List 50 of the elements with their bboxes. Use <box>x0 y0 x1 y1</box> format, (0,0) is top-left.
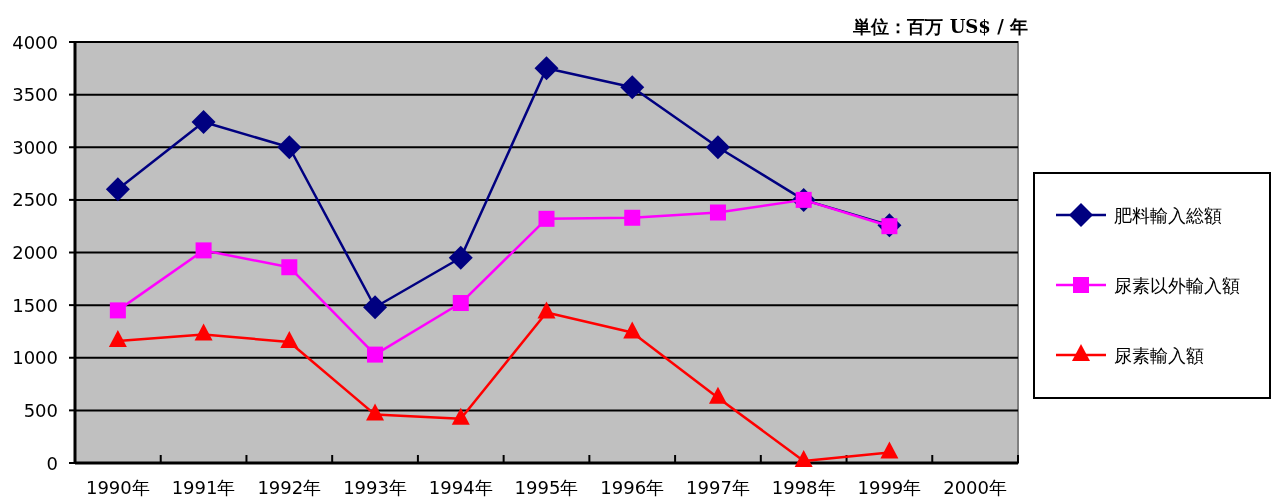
x-tick-label: 2000年 <box>943 477 1008 498</box>
y-tick-label: 0 <box>46 452 58 474</box>
point <box>708 386 727 404</box>
y-tick-label: 3500 <box>12 84 58 106</box>
point <box>194 323 213 341</box>
x-tick-label: 1992年 <box>257 477 322 498</box>
point <box>281 259 298 276</box>
point <box>794 449 813 467</box>
point <box>366 403 385 421</box>
point <box>191 109 216 134</box>
point <box>709 204 726 221</box>
point <box>277 135 302 160</box>
point <box>363 295 388 320</box>
y-tick-label: 1500 <box>12 294 58 316</box>
point <box>624 209 641 226</box>
x-tick-label: 1999年 <box>857 477 922 498</box>
legend-label: 尿素以外輸入額 <box>1114 274 1240 296</box>
point <box>620 75 645 100</box>
point <box>105 177 130 202</box>
point <box>537 301 556 319</box>
point <box>108 329 127 347</box>
point <box>452 295 469 312</box>
x-tick-label: 1990年 <box>85 477 150 498</box>
point <box>448 245 473 270</box>
x-tick-label: 1995年 <box>514 477 579 498</box>
point <box>367 346 384 363</box>
point <box>534 56 559 81</box>
x-tick-label: 1993年 <box>343 477 407 498</box>
text: 単位：百万 US$ / 年 <box>852 16 1028 37</box>
x-tick-label: 1998年 <box>771 477 836 498</box>
y-tick-label: 500 <box>23 399 58 421</box>
point <box>451 407 470 425</box>
point <box>705 135 730 160</box>
point <box>280 330 299 348</box>
point <box>880 441 899 459</box>
point <box>538 210 555 227</box>
y-tick-label: 2000 <box>12 242 58 263</box>
y-tick-label: 3000 <box>12 136 58 158</box>
x-tick-label: 1996年 <box>600 477 665 498</box>
y-tick-label: 2500 <box>12 189 58 211</box>
point <box>109 302 126 319</box>
legend-label: 肥料輸入総額 <box>1114 204 1222 226</box>
x-tick-label: 1991年 <box>171 477 236 498</box>
y-tick-label: 1000 <box>12 347 58 369</box>
point <box>623 321 642 339</box>
point <box>195 242 212 259</box>
y-tick-label: 4000 <box>12 31 58 53</box>
legend-label: 尿素輸入額 <box>1114 344 1204 366</box>
x-tick-label: 1994年 <box>428 477 493 498</box>
x-tick-label: 1997年 <box>686 477 750 498</box>
